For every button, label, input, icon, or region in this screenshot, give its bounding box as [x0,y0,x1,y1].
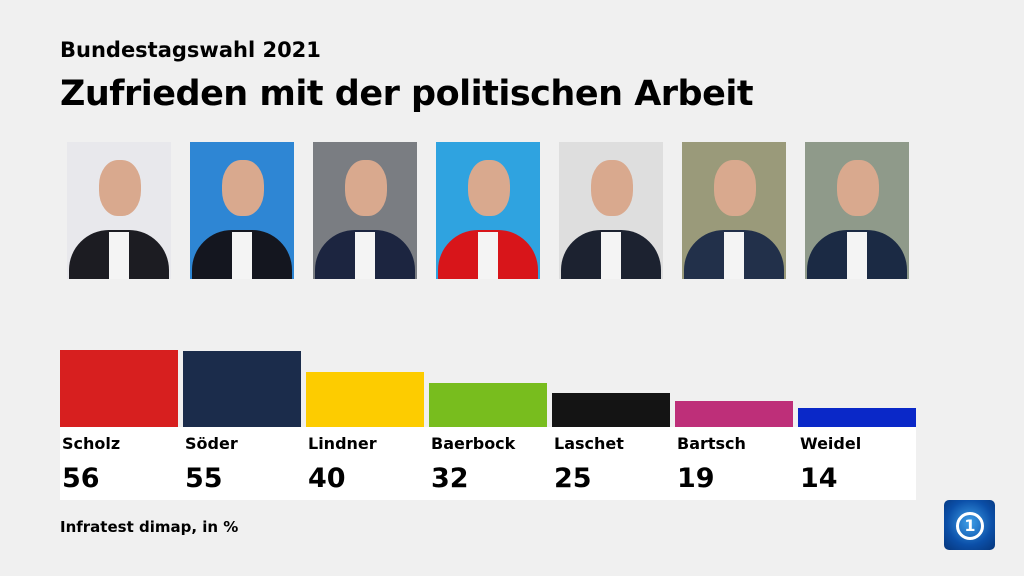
tagesschau-logo: 1 [944,500,995,550]
label-panel [60,427,916,500]
category-label: Lindner [308,434,377,453]
category-label: Söder [185,434,238,453]
value-label: 40 [308,463,346,494]
value-label: 25 [554,463,592,494]
photo-lindner [313,142,417,279]
bar-weidel [798,407,916,427]
value-label: 19 [677,463,715,494]
category-label: Laschet [554,434,624,453]
subtitle: Bundestagswahl 2021 [60,38,321,62]
category-label: Baerbock [431,434,516,453]
logo-glyph: 1 [956,512,984,540]
value-label: 56 [62,463,100,494]
bar-baerbock [429,383,547,427]
photo-baerbock [436,142,540,279]
photo-scholz [67,142,171,279]
photo-bartsch [682,142,786,279]
photo-laschet [559,142,663,279]
bar-lindner [306,372,424,427]
category-label: Scholz [62,434,121,453]
bar-bartsch [675,400,793,427]
source-note: Infratest dimap, in % [60,518,239,536]
bar-laschet [552,392,670,427]
bar-söder [183,351,301,427]
value-label: 14 [800,463,838,494]
photo-söder [190,142,294,279]
value-label: 55 [185,463,223,494]
photo-weidel [805,142,909,279]
chart-title: Zufrieden mit der politischen Arbeit [60,74,754,114]
value-label: 32 [431,463,469,494]
category-label: Bartsch [677,434,746,453]
category-label: Weidel [800,434,862,453]
bar-scholz [60,350,178,427]
